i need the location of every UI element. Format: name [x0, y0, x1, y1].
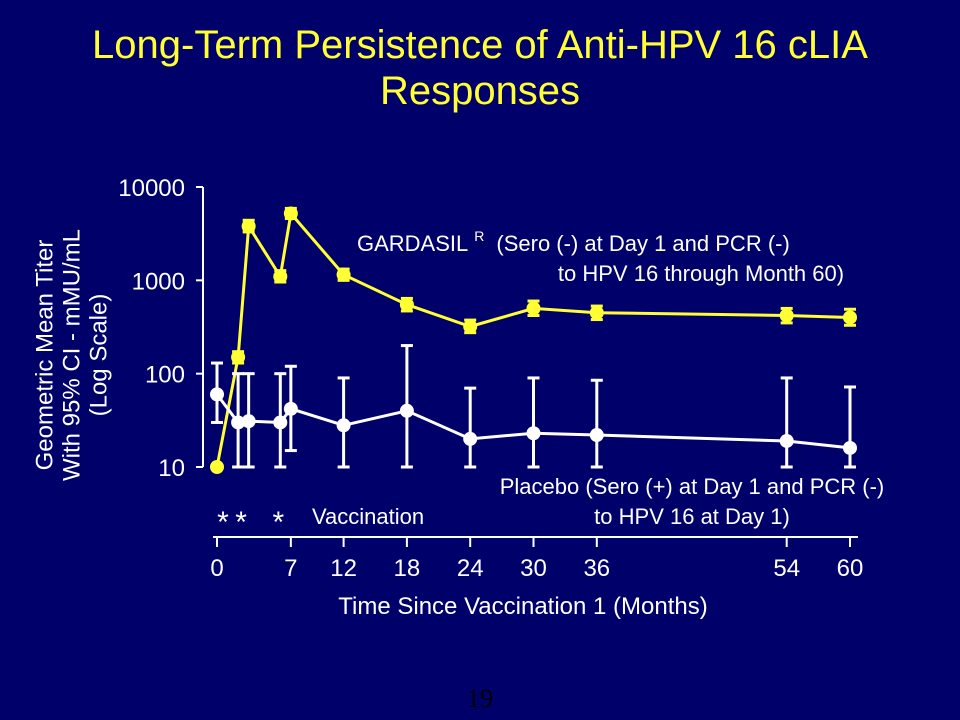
- x-tick-label: 30: [520, 555, 547, 582]
- placebo-data-point: [463, 431, 478, 446]
- gardasil-data-point: [241, 219, 256, 234]
- vaccination-label: Vaccination: [312, 504, 424, 529]
- x-axis-label: Time Since Vaccination 1 (Months): [338, 593, 707, 620]
- x-tick-label: 54: [773, 555, 800, 582]
- placebo-data-point: [843, 440, 857, 455]
- x-tick-label: 18: [394, 555, 421, 582]
- gardasil-annotation-name: GARDASIL: [357, 231, 468, 256]
- chart-title: Long-Term Persistence of Anti-HPV 16 cLI…: [0, 22, 960, 114]
- gardasil-data-point: [779, 308, 794, 323]
- registered-mark: R: [474, 228, 484, 244]
- placebo-annotation-line-1: Placebo (Sero (+) at Day 1 and PCR (-): [500, 474, 885, 499]
- page-number: 19: [467, 684, 493, 713]
- placebo-data-point: [273, 415, 288, 430]
- x-tick-label: 0: [210, 555, 223, 582]
- y-tick-label: 10: [158, 455, 185, 482]
- gardasil-data-point: [231, 350, 246, 365]
- placebo-data-point: [283, 401, 298, 416]
- gardasil-data-point: [210, 460, 224, 474]
- y-tick-label: 100: [145, 362, 185, 389]
- gardasil-annotation-line-1: GARDASIL R (Sero (-) at Day 1 and PCR (-): [357, 228, 790, 256]
- gardasil-data-point: [283, 206, 298, 221]
- gardasil-data-point: [843, 310, 857, 325]
- vaccination-asterisk: *: [235, 506, 247, 539]
- placebo-data-point: [336, 418, 351, 433]
- gardasil-series-line: [215, 210, 851, 468]
- placebo-data-point: [241, 414, 256, 429]
- x-tick-label: 36: [583, 555, 610, 582]
- placebo-data-point: [589, 428, 604, 443]
- gardasil-data-point: [589, 305, 604, 320]
- gardasil-data-point: [463, 319, 478, 334]
- chart-title-line-2: Responses: [379, 69, 581, 113]
- x-tick-label: 12: [330, 555, 357, 582]
- x-tick-label: 24: [457, 555, 484, 582]
- vaccination-asterisk: *: [217, 506, 229, 539]
- placebo-data-point: [779, 433, 794, 448]
- gardasil-data-point: [273, 269, 288, 284]
- x-tick-label: 60: [837, 555, 864, 582]
- vaccination-asterisk: *: [272, 506, 284, 539]
- placebo-data-point: [231, 415, 246, 430]
- gardasil-data-point: [336, 267, 351, 282]
- y-tick-label: 1000: [132, 268, 185, 295]
- gardasil-data-point: [526, 301, 541, 316]
- y-tick-label: 10000: [118, 175, 185, 202]
- gardasil-annotation-condition: (Sero (-) at Day 1 and PCR (-): [496, 231, 789, 256]
- gardasil-annotation-line-2: to HPV 16 through Month 60): [558, 261, 844, 286]
- placebo-data-point: [210, 387, 224, 402]
- placebo-data-point: [526, 426, 541, 441]
- chart-title-line-1: Long-Term Persistence of Anti-HPV 16 cLI…: [92, 23, 868, 67]
- x-tick-label: 7: [284, 555, 297, 582]
- placebo-annotation-line-2: to HPV 16 at Day 1): [594, 504, 790, 529]
- gardasil-data-point: [399, 297, 414, 312]
- placebo-data-point: [399, 403, 414, 418]
